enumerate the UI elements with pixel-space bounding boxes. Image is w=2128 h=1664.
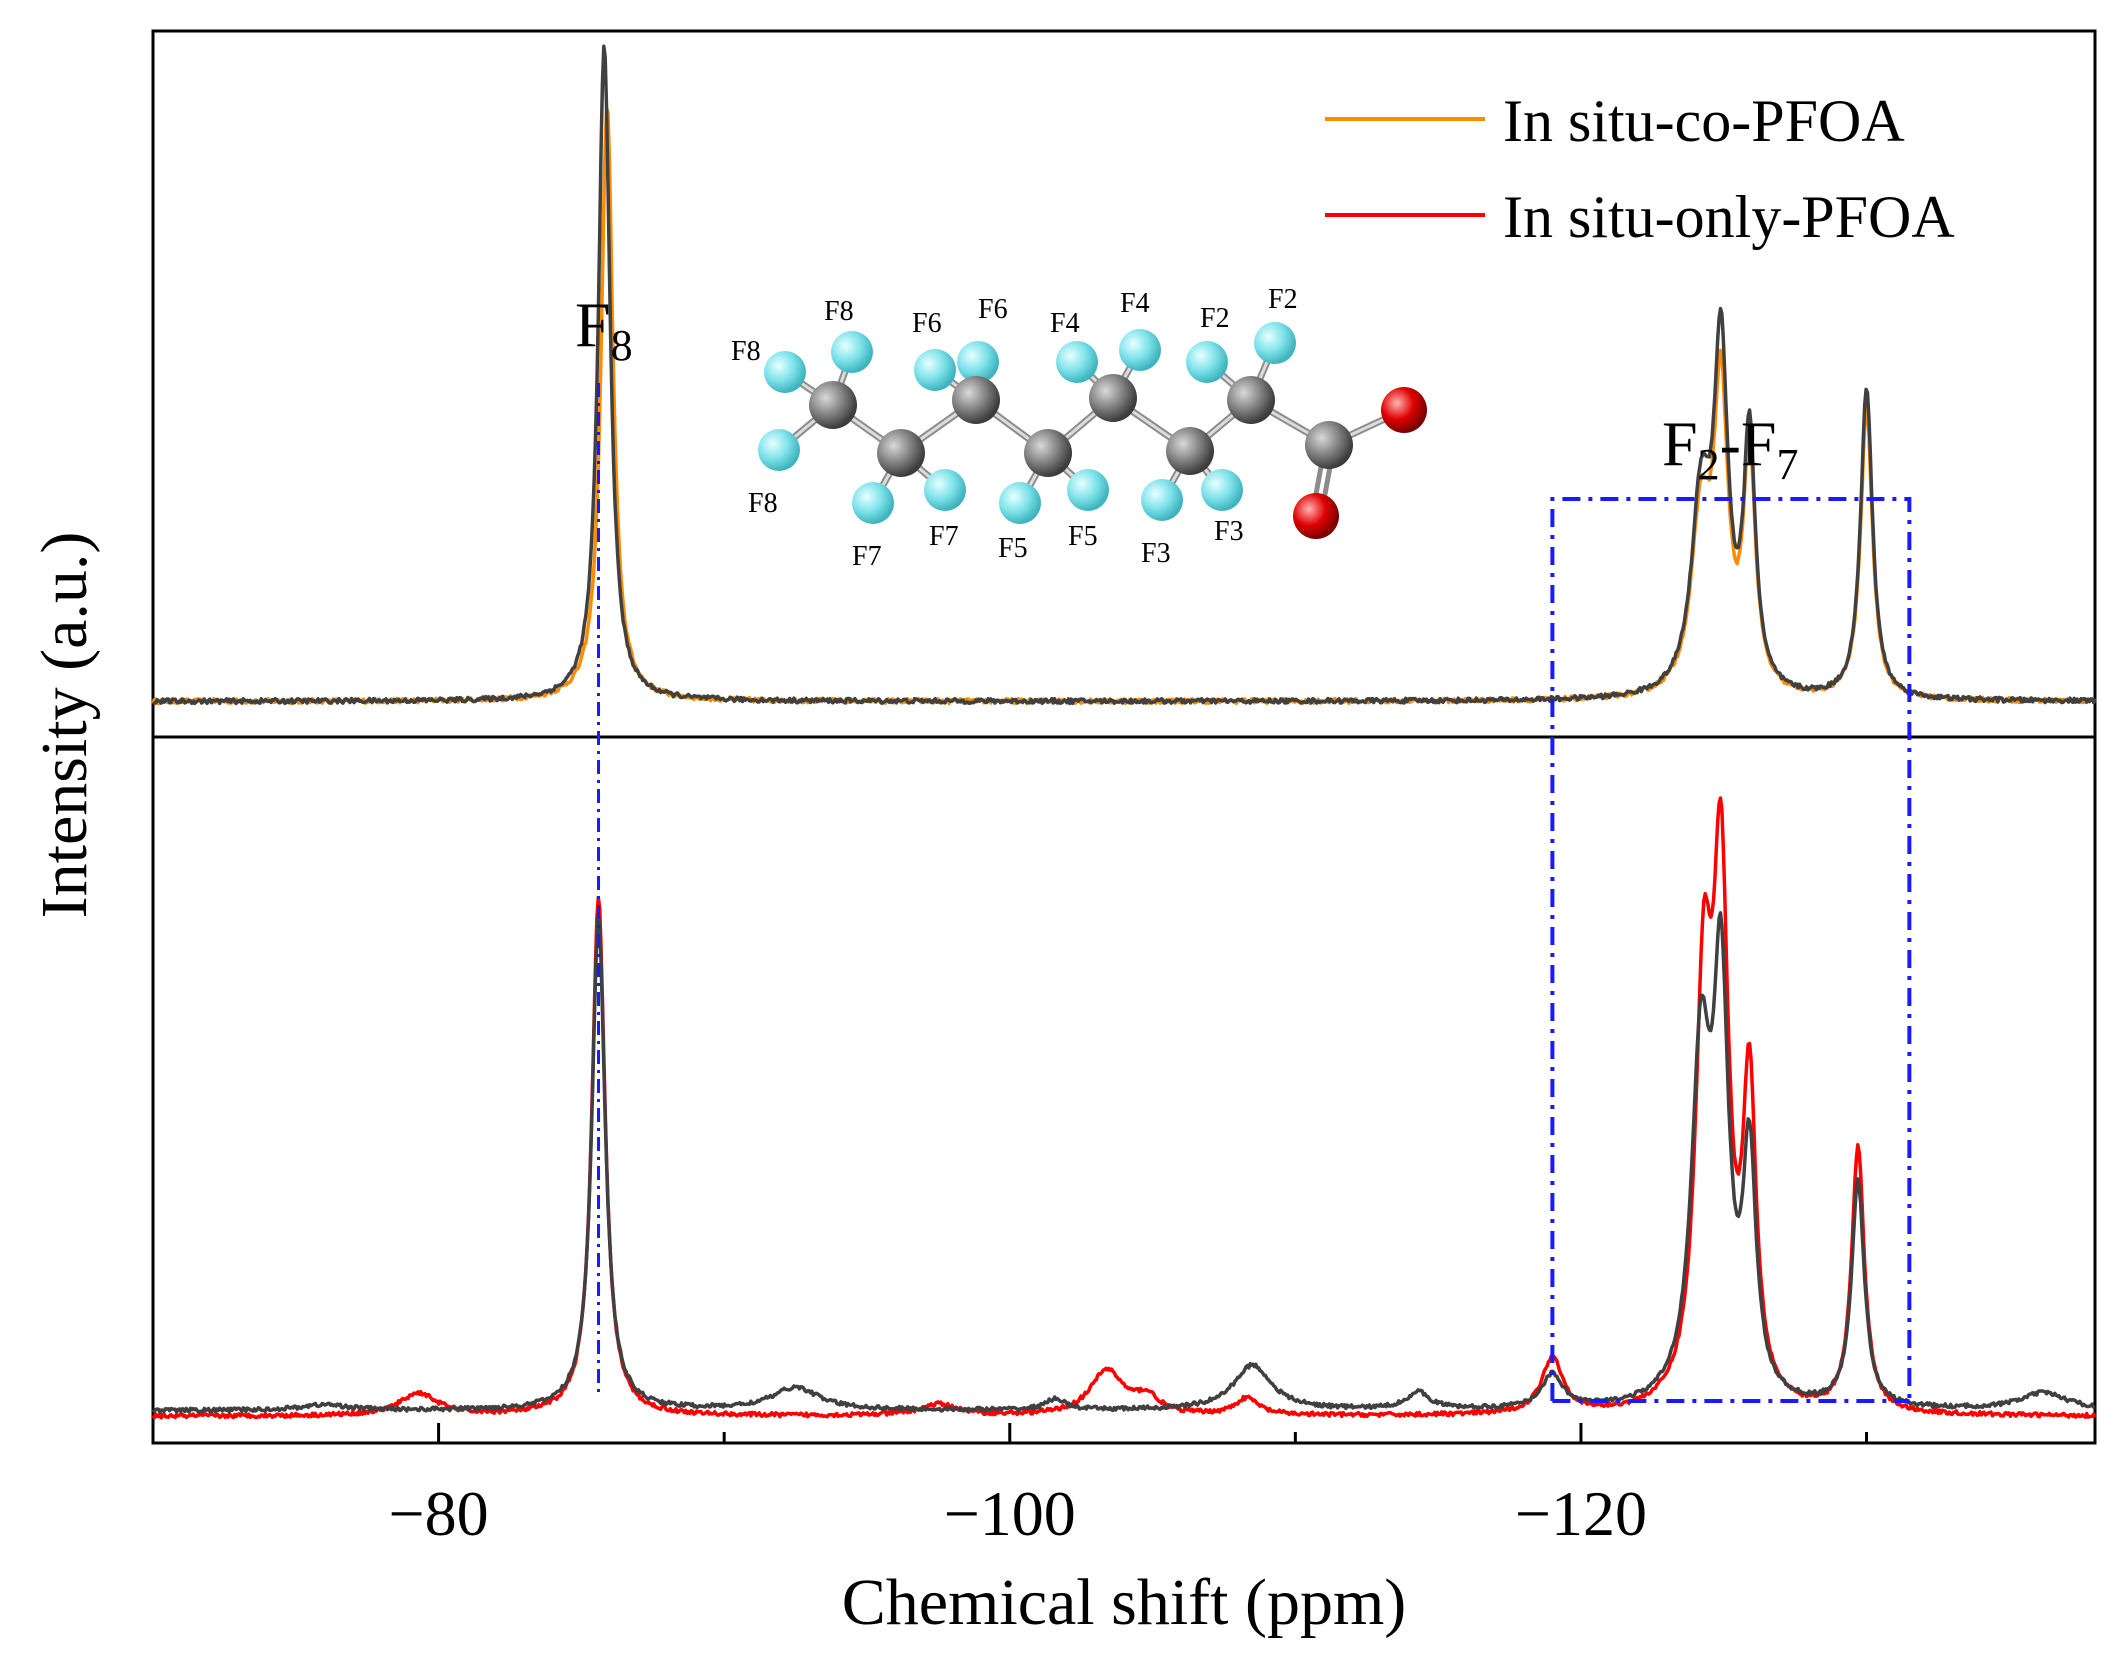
atom-label: F8	[824, 296, 854, 327]
fluorine-atom	[1254, 322, 1296, 364]
spectrum-top-series-1	[151, 44, 2097, 706]
fluorine-atom	[957, 341, 999, 383]
fluorine-atom	[924, 469, 966, 511]
atom-label: F3	[1214, 516, 1244, 547]
legend: In situ-co-PFOA In situ-only-PFOA	[1325, 88, 1955, 250]
atom-label: F7	[929, 521, 959, 552]
spectra-layer	[151, 44, 2097, 1420]
atom-label: F4	[1120, 288, 1150, 319]
f2f7-label-mid: -F	[1720, 408, 1777, 479]
x-tick-label: −100	[944, 1478, 1076, 1549]
carbon-atom	[952, 376, 1000, 424]
fluorine-atom	[758, 429, 800, 471]
x-axis-title: Chemical shift (ppm)	[842, 1566, 1407, 1639]
f2f7-label-main: F	[1662, 408, 1698, 479]
spectrum-bottom-series-1	[151, 911, 2096, 1415]
fluorine-atom	[831, 331, 873, 373]
atom-label: F5	[998, 533, 1028, 564]
carbon-atom	[877, 429, 925, 477]
y-axis-title: Intensity (a.u.)	[28, 532, 101, 919]
f8-label-main: F	[575, 289, 611, 360]
carbon-atom	[809, 381, 857, 429]
carbon-atom	[1305, 421, 1353, 469]
fluorine-atom	[1141, 479, 1183, 521]
oxygen-atom	[1293, 493, 1339, 539]
atom-label: F7	[852, 541, 882, 572]
atom-label: F6	[978, 294, 1008, 325]
x-tick-label: −120	[1515, 1478, 1647, 1549]
x-axis-ticks: −80 −100 −120	[389, 1423, 1869, 1549]
f8-peak-label: F8	[575, 289, 633, 370]
atom-label: F4	[1050, 308, 1080, 339]
f2-f7-peak-label: F2-F7	[1662, 408, 1799, 489]
carbon-atom	[1227, 376, 1275, 424]
f2f7-label-sub2: 7	[1777, 440, 1799, 489]
x-tick-label: −80	[389, 1478, 489, 1549]
fluorine-atom	[852, 482, 894, 524]
atom-label: F2	[1200, 303, 1230, 334]
f2f7-label-sub1: 2	[1698, 440, 1720, 489]
fluorine-atom	[999, 482, 1041, 524]
carbon-atom	[1089, 374, 1137, 422]
fluorine-atom	[1056, 341, 1098, 383]
f2-f7-region-box	[1550, 497, 1912, 1401]
spectrum-bottom-series-0	[151, 796, 2097, 1420]
atom-label: F3	[1141, 538, 1171, 569]
fluorine-atom	[1186, 341, 1228, 383]
atom-label: F5	[1068, 521, 1098, 552]
fluorine-atom	[764, 351, 806, 393]
legend-label-only: In situ-only-PFOA	[1503, 184, 1955, 250]
pfoa-molecule-inset: F8 F8 F8 F6 F6 F4 F4 F2 F2 F7 F7 F5 F5 F3 F3	[731, 284, 1427, 572]
atom-label: F8	[748, 488, 778, 519]
fluorine-atom	[1067, 469, 1109, 511]
atom-label: F6	[912, 308, 942, 339]
atom-label: F2	[1268, 284, 1298, 315]
legend-label-co: In situ-co-PFOA	[1503, 88, 1905, 154]
fluorine-atom	[1201, 469, 1243, 511]
carbon-atom	[1166, 427, 1214, 475]
fluorine-atom	[1119, 329, 1161, 371]
molecule-atoms	[758, 322, 1427, 539]
atom-label: F8	[731, 336, 761, 367]
oxygen-atom	[1381, 387, 1427, 433]
carbon-atom	[1024, 429, 1072, 477]
molecule-atom-labels: F8 F8 F8 F6 F6 F4 F4 F2 F2 F7 F7 F5 F5 F3 F3	[731, 284, 1298, 572]
annotation-layer	[597, 383, 1912, 1403]
fluorine-atom	[914, 349, 956, 391]
f8-label-sub: 8	[611, 321, 633, 370]
